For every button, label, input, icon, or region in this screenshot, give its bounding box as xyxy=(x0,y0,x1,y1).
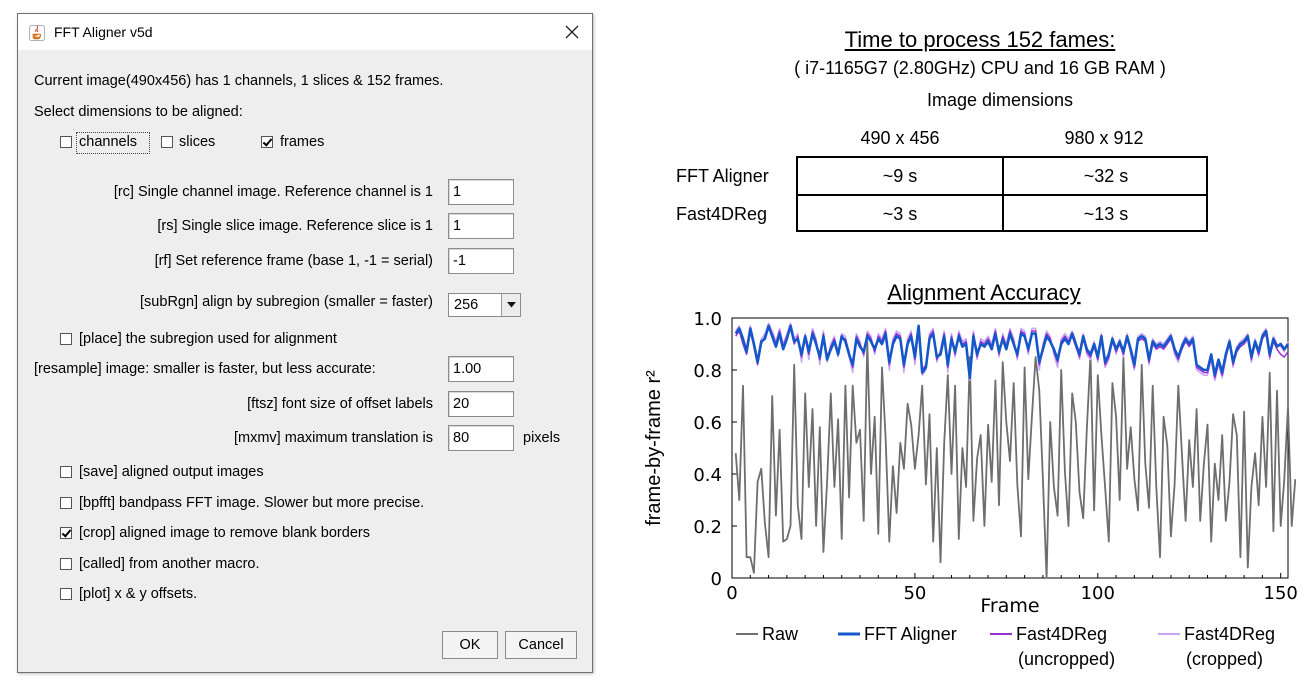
select-dimensions-label: Select dimensions to be aligned: xyxy=(34,104,243,120)
mxmv-input[interactable] xyxy=(448,425,514,451)
rc-input[interactable] xyxy=(448,179,514,205)
x-tick-label: 150 xyxy=(1264,583,1298,604)
close-icon xyxy=(565,25,579,39)
row-label-fft-aligner: FFT Aligner xyxy=(676,166,769,186)
timing-subtitle: ( i7-1165G7 (2.80GHz) CPU and 16 GB RAM … xyxy=(794,58,1166,78)
resample-label: [resample] image: smaller is faster, but… xyxy=(34,361,376,377)
table-cell: ~13 s xyxy=(1083,204,1129,224)
crop-label[interactable]: [crop] aligned image to remove blank bor… xyxy=(79,525,370,541)
mxmv-label: [mxmv] maximum translation is xyxy=(233,430,433,446)
called-checkbox[interactable] xyxy=(60,558,72,570)
slices-checkbox[interactable] xyxy=(161,136,173,148)
series-line-fft-aligner xyxy=(734,324,1290,380)
rc-label: [rc] Single channel image. Reference cha… xyxy=(113,184,433,200)
called-label[interactable]: [called] from another macro. xyxy=(79,556,260,572)
plot-frame xyxy=(731,317,1289,579)
x-tick-label: 0 xyxy=(726,583,737,604)
x-tick-label: 50 xyxy=(903,583,926,604)
ftsz-input[interactable] xyxy=(448,391,514,417)
y-tick-label: 0.4 xyxy=(693,465,722,486)
cancel-button[interactable]: Cancel xyxy=(505,631,577,659)
table-cell: ~3 s xyxy=(882,204,918,224)
y-tick-label: 1.0 xyxy=(693,309,722,330)
image-dimensions-label: Image dimensions xyxy=(926,90,1074,110)
rs-label: [rs] Single slice image. Reference slice… xyxy=(157,218,433,234)
focus-outline xyxy=(76,132,150,154)
table-cell: ~32 s xyxy=(1083,166,1129,186)
rf-input[interactable] xyxy=(448,248,514,274)
bpfft-checkbox[interactable] xyxy=(60,497,72,509)
column-header-490: 490 x 456 xyxy=(860,128,940,148)
x-axis-label: Frame xyxy=(980,595,1039,617)
bpfft-label[interactable]: [bpfft] bandpass FFT image. Slower but m… xyxy=(79,495,425,511)
chart-title: Alignment Accuracy xyxy=(887,280,1080,305)
y-tick-label: 0.8 xyxy=(693,361,722,382)
legend-label: Fast4DReg xyxy=(1016,624,1107,644)
legend-label: Fast4DReg xyxy=(1184,624,1275,644)
crop-checkbox[interactable] xyxy=(60,527,72,539)
window-title: FFT Aligner v5d xyxy=(54,24,153,40)
dropdown-arrow-icon[interactable] xyxy=(501,294,520,316)
y-tick-label: 0.2 xyxy=(693,517,722,538)
legend-sublabel: (uncropped) xyxy=(1018,649,1115,669)
java-app-icon xyxy=(29,25,45,41)
mxmv-unit: pixels xyxy=(523,430,561,446)
place-checkbox[interactable] xyxy=(60,333,72,345)
resample-input[interactable] xyxy=(448,356,514,382)
y-tick-label: 0.6 xyxy=(693,413,722,434)
plot-label[interactable]: [plot] x & y offsets. xyxy=(79,586,198,602)
table-cell: ~9 s xyxy=(882,166,918,186)
x-tick-label: 100 xyxy=(1081,583,1115,604)
subrgn-select[interactable]: 256 xyxy=(448,293,521,317)
legend-label: Raw xyxy=(762,624,799,644)
y-axis-label: frame-by-frame r² xyxy=(643,370,665,526)
rf-label: [rf] Set reference frame (base 1, -1 = s… xyxy=(154,253,433,269)
timing-table: ~9 s ~32 s ~3 s ~13 s xyxy=(796,156,1208,232)
fft-aligner-dialog: FFT Aligner v5d Current image(490x456) h… xyxy=(17,13,593,673)
ok-button[interactable]: OK xyxy=(442,631,498,659)
slices-label[interactable]: slices xyxy=(179,134,216,150)
column-header-980: 980 x 912 xyxy=(1064,128,1144,148)
save-checkbox[interactable] xyxy=(60,466,72,478)
plot-checkbox[interactable] xyxy=(60,588,72,600)
subrgn-value: 256 xyxy=(454,297,479,313)
save-label[interactable]: [save] aligned output images xyxy=(79,464,264,480)
subrgn-label: [subRgn] align by subregion (smaller = f… xyxy=(140,294,433,310)
row-label-fast4dreg: Fast4DReg xyxy=(676,204,768,224)
title-bar[interactable]: FFT Aligner v5d xyxy=(18,14,592,50)
y-tick-label: 0 xyxy=(711,569,722,590)
frames-checkbox[interactable] xyxy=(261,136,273,148)
image-info-text: Current image(490x456) has 1 channels, 1… xyxy=(34,73,444,89)
close-button[interactable] xyxy=(552,14,592,50)
legend-sublabel: (cropped) xyxy=(1186,649,1263,669)
ftsz-label: [ftsz] font size of offset labels xyxy=(247,396,433,412)
series-line-raw xyxy=(734,340,1297,579)
table-divider xyxy=(1002,158,1004,230)
rs-input[interactable] xyxy=(448,213,514,239)
frames-label[interactable]: frames xyxy=(280,134,325,150)
channels-checkbox[interactable] xyxy=(60,136,72,148)
place-label[interactable]: [place] the subregion used for alignment xyxy=(79,331,337,347)
legend-label: FFT Aligner xyxy=(864,624,957,644)
timing-title: Time to process 152 fames: xyxy=(844,27,1116,52)
channels-label[interactable]: channels xyxy=(79,134,138,150)
